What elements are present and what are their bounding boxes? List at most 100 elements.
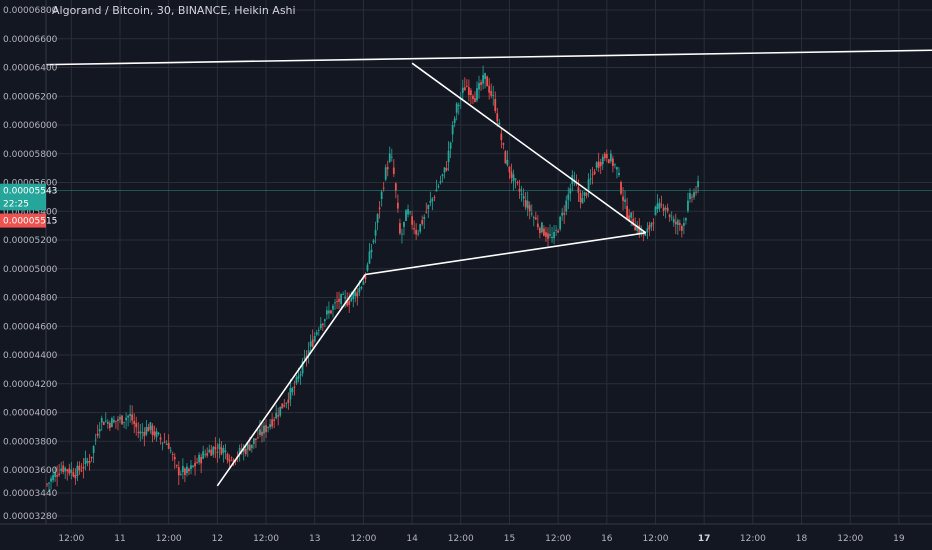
candle-body [279, 406, 282, 416]
candle-body [693, 192, 695, 198]
candle-body [139, 431, 142, 434]
time-axis[interactable] [0, 524, 932, 550]
candle-body [358, 287, 361, 293]
candle-body [177, 467, 180, 476]
trend-line-rising-support[interactable] [216, 274, 367, 487]
candle-body [175, 465, 178, 467]
candle-body [482, 75, 484, 84]
candle-body [510, 171, 513, 178]
candle-body [646, 228, 649, 233]
candle-body [271, 419, 274, 427]
y-axis: 0.00006800 0.00006600 0.00006400 0.00006200… [3, 6, 58, 522]
candle-body [356, 292, 359, 297]
chart-title: Algorand / Bitcoin, 30, BINANCE, Heikin … [52, 4, 296, 17]
candle-body [252, 438, 255, 444]
candle-body [488, 85, 491, 93]
candle-body [82, 466, 85, 469]
y-tick-label: 0.00004000 [3, 409, 58, 419]
x-tick-label: 12 [212, 534, 223, 544]
y-tick-label: 0.00003280 [3, 512, 58, 522]
candle-body [96, 433, 99, 436]
candle-body [429, 200, 432, 203]
candle-body [179, 473, 182, 475]
candle-body [220, 447, 223, 455]
candle-body [614, 164, 616, 166]
trend-line-triangle-upper[interactable] [411, 62, 647, 234]
candle-body [415, 229, 418, 235]
candle-body [506, 160, 509, 166]
candle-body [390, 156, 393, 158]
candle-body [601, 156, 604, 165]
price-tag-box [0, 213, 46, 228]
candle-body [50, 478, 52, 482]
candle-body [242, 448, 245, 452]
candle-body [569, 188, 572, 194]
candle-body [392, 167, 395, 174]
candle-body [196, 462, 198, 464]
candle-body [216, 451, 219, 453]
candle-body [188, 468, 190, 472]
candle-body [378, 207, 381, 209]
candle-body [374, 229, 377, 236]
candle-body [100, 417, 103, 423]
x-tick-label: 13 [309, 534, 320, 544]
candle-body [68, 468, 71, 474]
x-tick-label: 11 [114, 534, 125, 544]
candle-body [259, 429, 261, 436]
y-tick-label: 0.00004800 [3, 294, 58, 304]
candle-body [155, 431, 158, 438]
candle-body [84, 458, 87, 465]
candle-body [283, 405, 286, 407]
candle-body [119, 416, 121, 420]
candle-body [184, 468, 186, 475]
candle-body [555, 229, 557, 231]
candle-body [232, 459, 235, 463]
candle-body [269, 424, 271, 428]
candle-body [587, 179, 590, 190]
candle-body [117, 419, 119, 421]
candle-body [656, 203, 659, 210]
y-tick-label: 0.00006400 [3, 64, 58, 74]
candle-body [547, 233, 549, 239]
candle-body [360, 287, 363, 289]
trend-line-resistance[interactable] [45, 49, 932, 66]
price-axis[interactable] [0, 0, 46, 550]
candle-body [449, 142, 452, 149]
candle-body [163, 441, 166, 443]
candle-body [92, 446, 95, 454]
candle-body [401, 233, 403, 235]
candle-body [248, 444, 251, 451]
candle-body [250, 444, 253, 449]
candle-body [354, 291, 357, 297]
candle-body [516, 181, 519, 183]
x-tick-label: 12:00 [643, 534, 669, 544]
candle-body [226, 453, 229, 461]
x-tick-label: 12:00 [837, 534, 863, 544]
candle-body [652, 222, 655, 224]
trend-line-triangle-lower[interactable] [365, 232, 646, 276]
candle-body [445, 167, 448, 171]
candle-body [626, 206, 628, 219]
candle-body [470, 90, 472, 96]
candle-body [281, 403, 284, 409]
candle-body [254, 438, 257, 440]
price-tag-box [0, 183, 46, 198]
candle-body [293, 386, 296, 388]
y-tick-label: 0.00006800 [3, 6, 58, 16]
candle-body [603, 153, 606, 159]
candle-body [403, 221, 405, 227]
candle-body [200, 457, 203, 464]
trend-lines[interactable] [45, 49, 932, 487]
candle-body [486, 76, 489, 87]
candle-body [668, 214, 671, 217]
candle-body [496, 113, 499, 122]
candle-body [194, 462, 196, 467]
candle-body [313, 335, 316, 342]
candle-body [543, 228, 545, 236]
candle-body [208, 449, 211, 453]
y-tick-label: 0.00005600 [3, 179, 58, 189]
candle-body [108, 423, 111, 429]
candle-body [654, 206, 657, 216]
